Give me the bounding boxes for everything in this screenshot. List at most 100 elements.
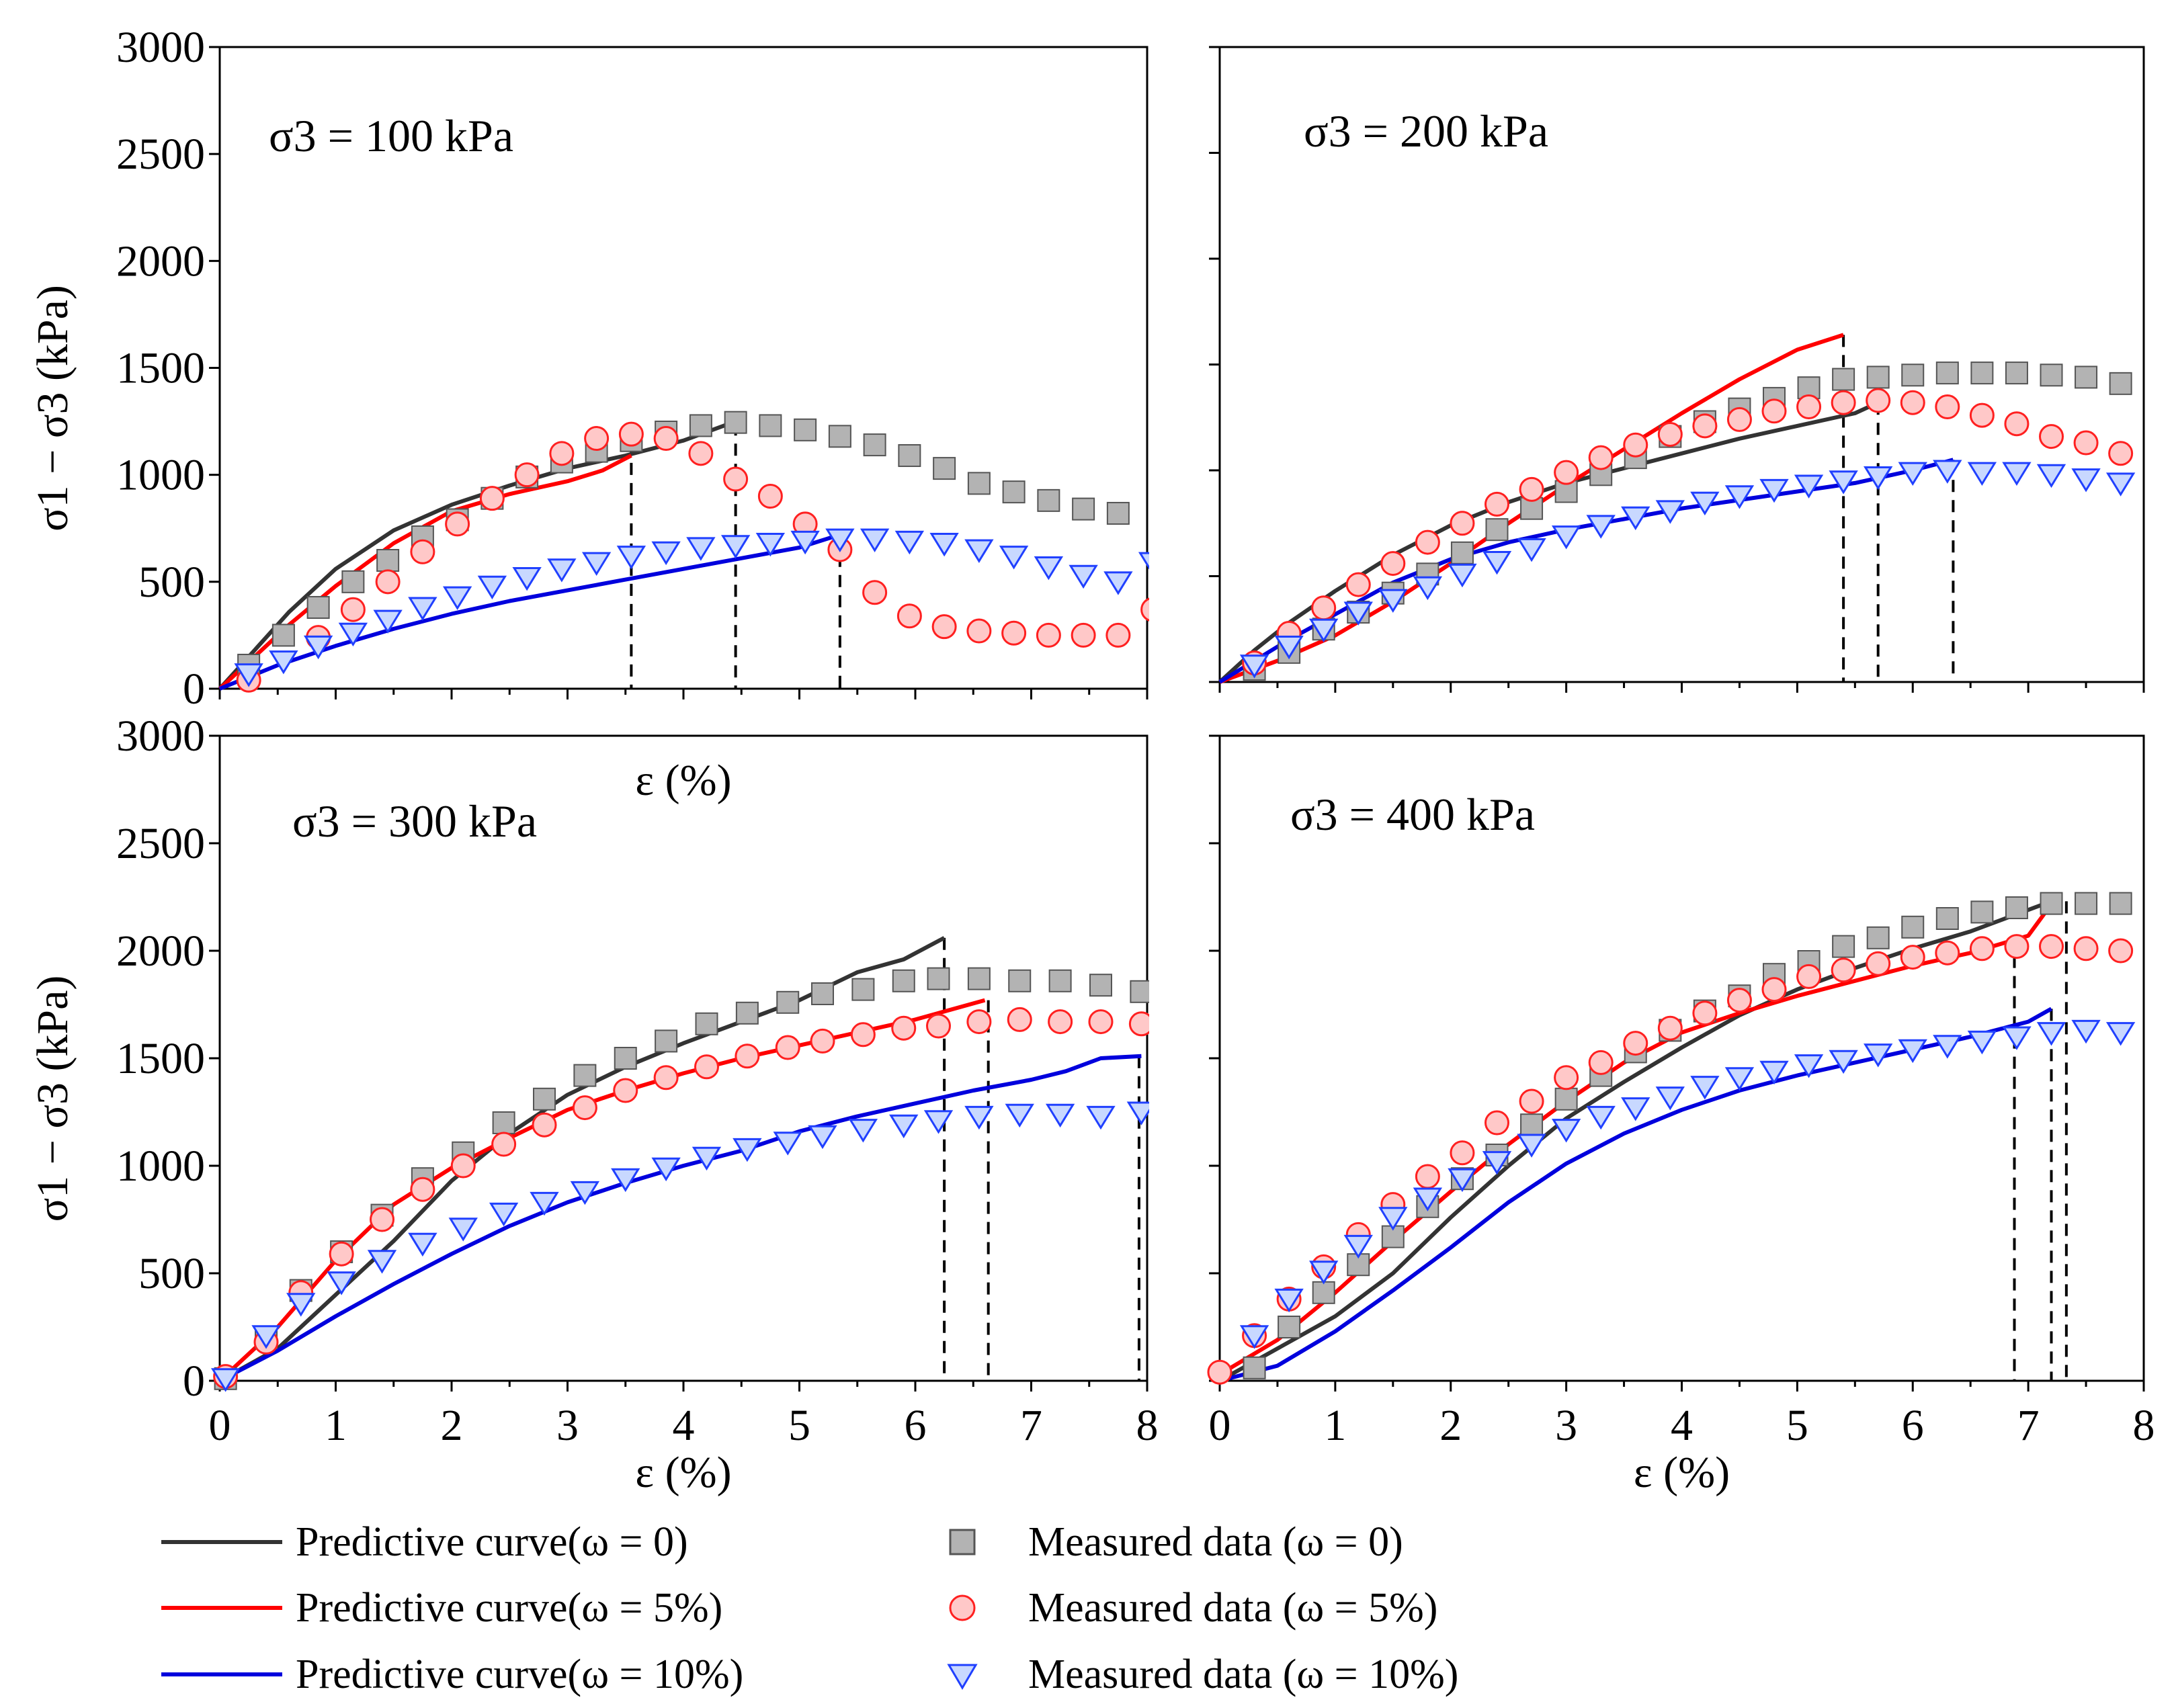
data-point-triangle	[720, 535, 751, 559]
data-point-square	[2075, 892, 2098, 915]
series-line-w0	[1218, 899, 2052, 1383]
legend-label-meas-w10: Measured data (ω = 10%)	[1028, 1652, 1458, 1697]
panel-1: 0 500 1000 1500 2000 2500 3000 ε (%) σ1 − σ3 (kP…	[28, 23, 1149, 805]
data-point-square	[898, 444, 921, 468]
data-point-circle	[1657, 1015, 1683, 1041]
data-point-triangle	[1482, 1151, 1512, 1175]
data-point-triangle	[1551, 525, 1581, 550]
series-line-w5	[1218, 910, 2048, 1376]
legend-label-pred-w10: Predictive curve(ω = 10%)	[296, 1652, 743, 1697]
data-point-circle	[1007, 1007, 1032, 1032]
data-point-circle	[1692, 413, 1718, 439]
data-point-triangle	[338, 622, 368, 647]
data-point-triangle	[1448, 1168, 1477, 1193]
data-point-triangle	[1309, 1261, 1339, 1285]
x-tick-label: 7	[1020, 1401, 1042, 1450]
y-axis-label: σ1 − σ3 (kPa)	[28, 285, 77, 531]
data-point-triangle	[1239, 654, 1269, 679]
data-point-triangle	[1239, 1325, 1269, 1349]
data-point-triangle	[889, 1114, 919, 1139]
data-point-square	[828, 425, 851, 448]
data-point-circle	[375, 569, 401, 595]
data-point-circle	[862, 580, 888, 605]
series-markers-w10	[1239, 1019, 2136, 1349]
data-point-triangle	[530, 1191, 559, 1216]
x-tick-label: 5	[788, 1401, 810, 1450]
data-point-square	[1243, 1356, 1266, 1379]
data-point-triangle	[616, 546, 646, 570]
data-point-circle	[1128, 1011, 1149, 1037]
x-tick-label: 7	[2017, 1401, 2040, 1450]
data-point-square	[1935, 361, 1959, 385]
data-point-square	[1935, 907, 1959, 930]
data-point-triangle	[1967, 1030, 1997, 1055]
data-point-triangle	[1343, 601, 1373, 626]
data-point-triangle	[2002, 1026, 2032, 1050]
data-point-triangle	[1413, 576, 1443, 601]
series-line-w10	[218, 532, 841, 691]
data-point-square	[927, 967, 950, 990]
data-point-circle	[1623, 432, 1648, 458]
data-point-triangle	[1967, 462, 1997, 486]
data-point-circle	[618, 421, 644, 447]
data-point-triangle	[1034, 556, 1064, 581]
data-point-square	[1970, 361, 1994, 385]
data-point-triangle	[269, 650, 298, 675]
data-point-triangle	[1690, 1076, 1720, 1100]
data-point-circle	[1554, 1065, 1579, 1091]
data-point-circle	[572, 1095, 597, 1121]
data-point-circle	[514, 462, 540, 488]
data-point-triangle	[964, 1105, 994, 1130]
data-point-circle	[1450, 1140, 1475, 1166]
data-point-triangle	[1933, 460, 1962, 484]
data-point-circle	[1969, 936, 1995, 962]
data-point-triangle	[367, 1250, 397, 1274]
data-point-triangle	[448, 1218, 478, 1242]
legend-triangle-marker	[947, 1664, 978, 1690]
data-point-circle	[2039, 934, 2064, 959]
x-tick-label: 3	[556, 1401, 579, 1450]
data-point-square	[1037, 488, 1060, 512]
data-point-triangle	[1724, 485, 1755, 509]
data-point-circle	[966, 618, 992, 644]
data-point-square	[695, 1012, 718, 1035]
data-point-triangle	[1759, 478, 1789, 503]
data-point-triangle	[210, 1368, 241, 1392]
data-point-circle	[491, 1131, 517, 1157]
data-point-triangle	[825, 528, 855, 553]
data-point-square	[2005, 896, 2028, 919]
data-point-circle	[1415, 529, 1440, 555]
data-point-triangle	[1655, 500, 1685, 524]
data-point-square	[1520, 1113, 1544, 1137]
data-point-triangle	[1898, 462, 1927, 486]
data-point-circle	[1554, 460, 1579, 485]
data-point-circle	[2073, 430, 2099, 456]
data-point-triangle	[286, 1293, 316, 1317]
x-tick-label: 8	[2133, 1401, 2155, 1450]
series-markers-w10	[1239, 460, 2136, 679]
data-point-square	[1866, 926, 1890, 949]
data-point-circle	[688, 441, 714, 466]
y-tick-label: 0	[183, 1357, 205, 1406]
data-point-triangle	[442, 586, 472, 610]
data-point-square	[573, 1064, 597, 1087]
data-point-triangle	[373, 609, 403, 634]
data-point-triangle	[408, 597, 437, 621]
panel-2: σ3 = 200 kPa	[1209, 46, 2145, 693]
data-point-circle	[1935, 940, 1960, 966]
data-point-triangle	[327, 1271, 356, 1295]
data-point-square	[655, 1029, 678, 1053]
data-point-square	[967, 472, 991, 495]
data-point-square	[1002, 480, 1026, 504]
data-point-circle	[1726, 988, 1752, 1013]
series-markers-w0	[1243, 892, 2132, 1379]
data-point-square	[851, 978, 875, 1001]
y-tick-label: 1500	[116, 1034, 205, 1083]
series-markers-w10	[210, 1101, 1149, 1392]
y-tick-label: 1000	[116, 1142, 205, 1191]
x-tick-label: 2	[1439, 1401, 1462, 1450]
data-point-circle	[549, 441, 575, 466]
data-point-circle	[735, 1043, 760, 1069]
data-point-circle	[1519, 476, 1544, 502]
series-markers-w5	[1242, 388, 2134, 676]
